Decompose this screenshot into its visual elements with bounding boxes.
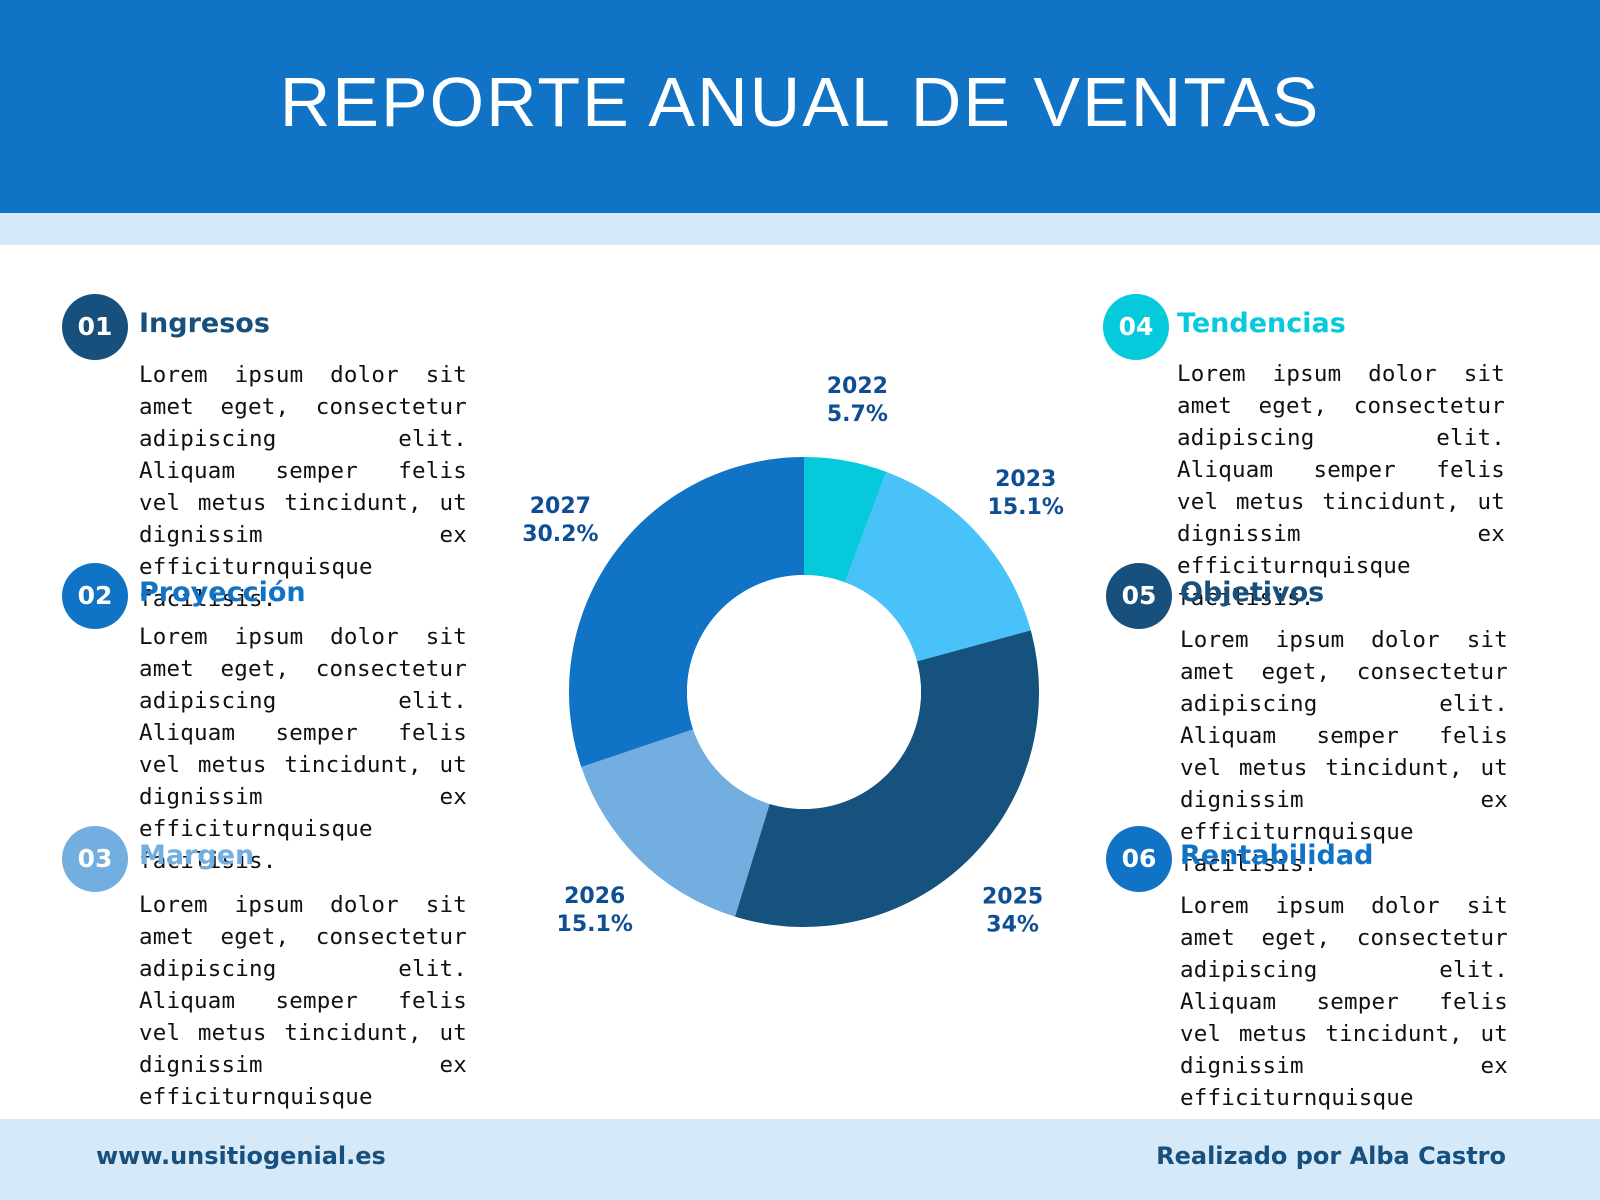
slice-label-2025: 2025 34% [982, 885, 1043, 938]
slice-year-label: 2023 [995, 467, 1056, 492]
section-number-badge: 04 [1103, 294, 1169, 360]
slice-label-2026: 2026 15.1% [557, 884, 633, 937]
slice-value-label: 15.1% [988, 495, 1064, 520]
section-title: Proyección [139, 577, 306, 608]
slice-value-label: 30.2% [522, 522, 598, 547]
slice-value-label: 34% [986, 913, 1039, 938]
footer-author: Realizado por Alba Castro [1156, 1142, 1506, 1170]
section-number-badge: 01 [62, 294, 128, 360]
section-body: Lorem ipsum dolor sit amet eget, consect… [1180, 627, 1508, 877]
slice-2027 [568, 457, 804, 767]
footer-website-link[interactable]: www.unsitiogenial.es [96, 1142, 386, 1170]
section-title: Tendencias [1177, 308, 1346, 339]
section-title: Rentabilidad [1180, 840, 1374, 871]
section-body: Lorem ipsum dolor sit amet eget, consect… [139, 892, 467, 1142]
section-title: Objetivos [1180, 577, 1325, 608]
page-title: REPORTE ANUAL DE VENTAS [279, 63, 1321, 141]
section-number-badge: 03 [62, 826, 128, 892]
header-bar [0, 0, 1600, 213]
donut-hole [687, 575, 921, 809]
slice-value-label: 5.7% [827, 402, 888, 427]
section-title: Margen [139, 840, 255, 871]
section-body: Lorem ipsum dolor sit amet eget, consect… [139, 624, 467, 874]
section-number-badge: 02 [62, 563, 128, 629]
header-accent-band [0, 213, 1600, 245]
slice-year-label: 2027 [530, 494, 591, 519]
section-body: Lorem ipsum dolor sit amet eget, consect… [139, 362, 467, 612]
slice-2025 [734, 630, 1039, 927]
slice-label-2023: 2023 15.1% [988, 467, 1064, 520]
footer-bar [0, 1119, 1600, 1200]
slice-year-label: 2025 [982, 885, 1043, 910]
section-number-badge: 05 [1106, 563, 1172, 629]
slice-2023 [844, 471, 1031, 662]
slice-year-label: 2022 [827, 374, 888, 399]
slice-value-label: 15.1% [557, 912, 633, 937]
slice-year-label: 2026 [564, 884, 625, 909]
slice-2022 [804, 457, 887, 583]
slice-label-2027: 2027 30.2% [522, 494, 598, 547]
slice-label-2022: 2022 5.7% [827, 374, 888, 427]
section-body: Lorem ipsum dolor sit amet eget, consect… [1177, 361, 1505, 611]
slice-2026 [581, 729, 770, 917]
section-number-badge: 06 [1106, 826, 1172, 892]
section-title: Ingresos [139, 308, 270, 339]
